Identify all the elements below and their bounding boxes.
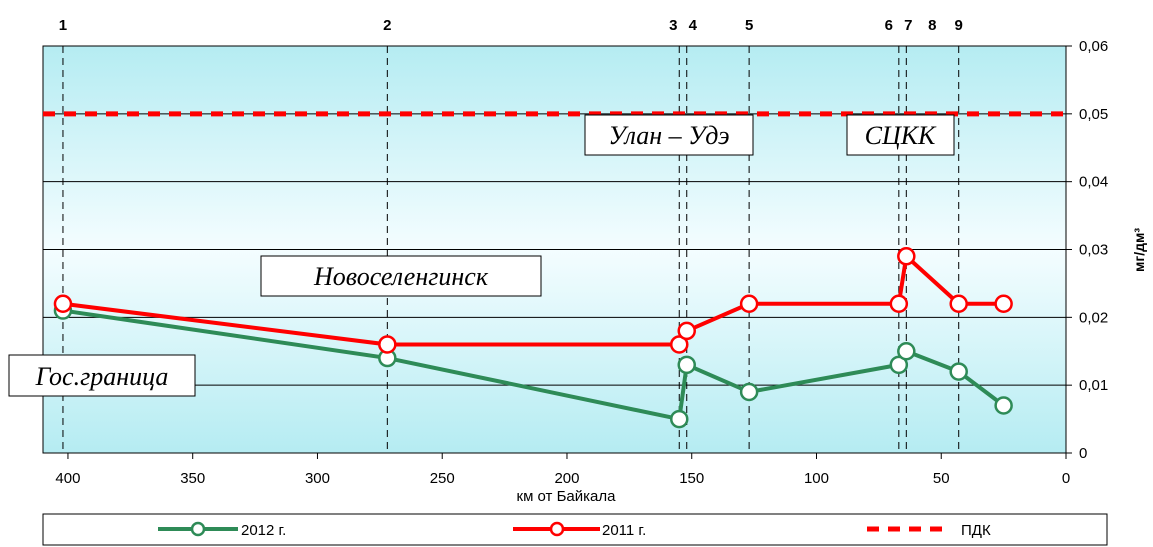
x-axis-title: км от Байкала (517, 488, 617, 505)
x-tick-label: 100 (804, 470, 829, 487)
annotation-gos-granitsa: Гос.граница (8, 354, 196, 397)
x-tick-label: 50 (933, 470, 950, 487)
svg-text:Улан – Удэ: Улан – Удэ (608, 121, 729, 150)
annotation-stskk: СЦКК (846, 114, 955, 156)
data-point (53, 294, 73, 314)
data-point (677, 355, 696, 375)
point-label: 9 (955, 17, 963, 34)
y-tick-label: 0,03 (1079, 242, 1108, 259)
point-label: 8 (928, 17, 936, 34)
y-axis-title: мг/дм³ (1131, 228, 1147, 272)
svg-text:Гос.граница: Гос.граница (35, 362, 169, 391)
annotation-ulan-ude: Улан – Удэ (584, 114, 754, 156)
x-tick-label: 150 (679, 470, 704, 487)
x-tick-label: 400 (55, 470, 80, 487)
data-point (739, 382, 759, 402)
point-label: 1 (59, 17, 67, 34)
data-point (994, 396, 1013, 415)
data-point (739, 294, 759, 314)
svg-text:Новоселенгинск: Новоселенгинск (313, 262, 489, 291)
y-tick-label: 0,01 (1079, 377, 1108, 394)
data-point (949, 362, 968, 381)
data-point (949, 294, 968, 314)
y-tick-label: 0,04 (1079, 174, 1108, 191)
point-label: 7 (904, 17, 912, 34)
svg-text:2011 г.: 2011 г. (602, 522, 646, 539)
data-point (378, 335, 397, 354)
data-point (889, 355, 909, 375)
x-tick-label: 0 (1062, 470, 1070, 487)
data-point (897, 247, 916, 266)
data-point (677, 321, 696, 341)
point-label: 2 (383, 17, 391, 34)
svg-text:2012 г.: 2012 г. (241, 522, 286, 539)
data-point (889, 294, 909, 314)
legend-item-pdk: ПДК (867, 522, 991, 539)
legend-item-2012: 2012 г. (158, 521, 286, 539)
point-label: 4 (689, 17, 698, 34)
y-tick-label: 0,06 (1079, 38, 1108, 55)
y-tick-label: 0,02 (1079, 309, 1108, 326)
x-tick-label: 300 (305, 470, 330, 487)
series-lines (53, 247, 1013, 429)
point-label: 5 (745, 17, 753, 34)
y-tick-label: 0,05 (1079, 106, 1108, 123)
x-tick-label: 350 (180, 470, 205, 487)
svg-text:СЦКК: СЦКК (865, 121, 937, 150)
data-point (670, 335, 689, 354)
legend-item-2011: 2011 г. (513, 521, 646, 539)
data-point (897, 342, 916, 361)
axes: 0 0,01 0,02 0,03 0,04 0,05 0,06 400 350 300 250 200… (55, 38, 1108, 487)
point-label: 6 (885, 17, 893, 34)
x-tick-label: 250 (430, 470, 455, 487)
y-tick-label: 0 (1079, 445, 1087, 462)
point-label: 3 (669, 17, 677, 34)
x-tick-label: 200 (554, 470, 579, 487)
data-point (670, 409, 689, 429)
annotation-novoselenginsk: Новоселенгинск (260, 255, 542, 297)
data-point (994, 294, 1013, 314)
svg-text:ПДК: ПДК (961, 522, 991, 539)
